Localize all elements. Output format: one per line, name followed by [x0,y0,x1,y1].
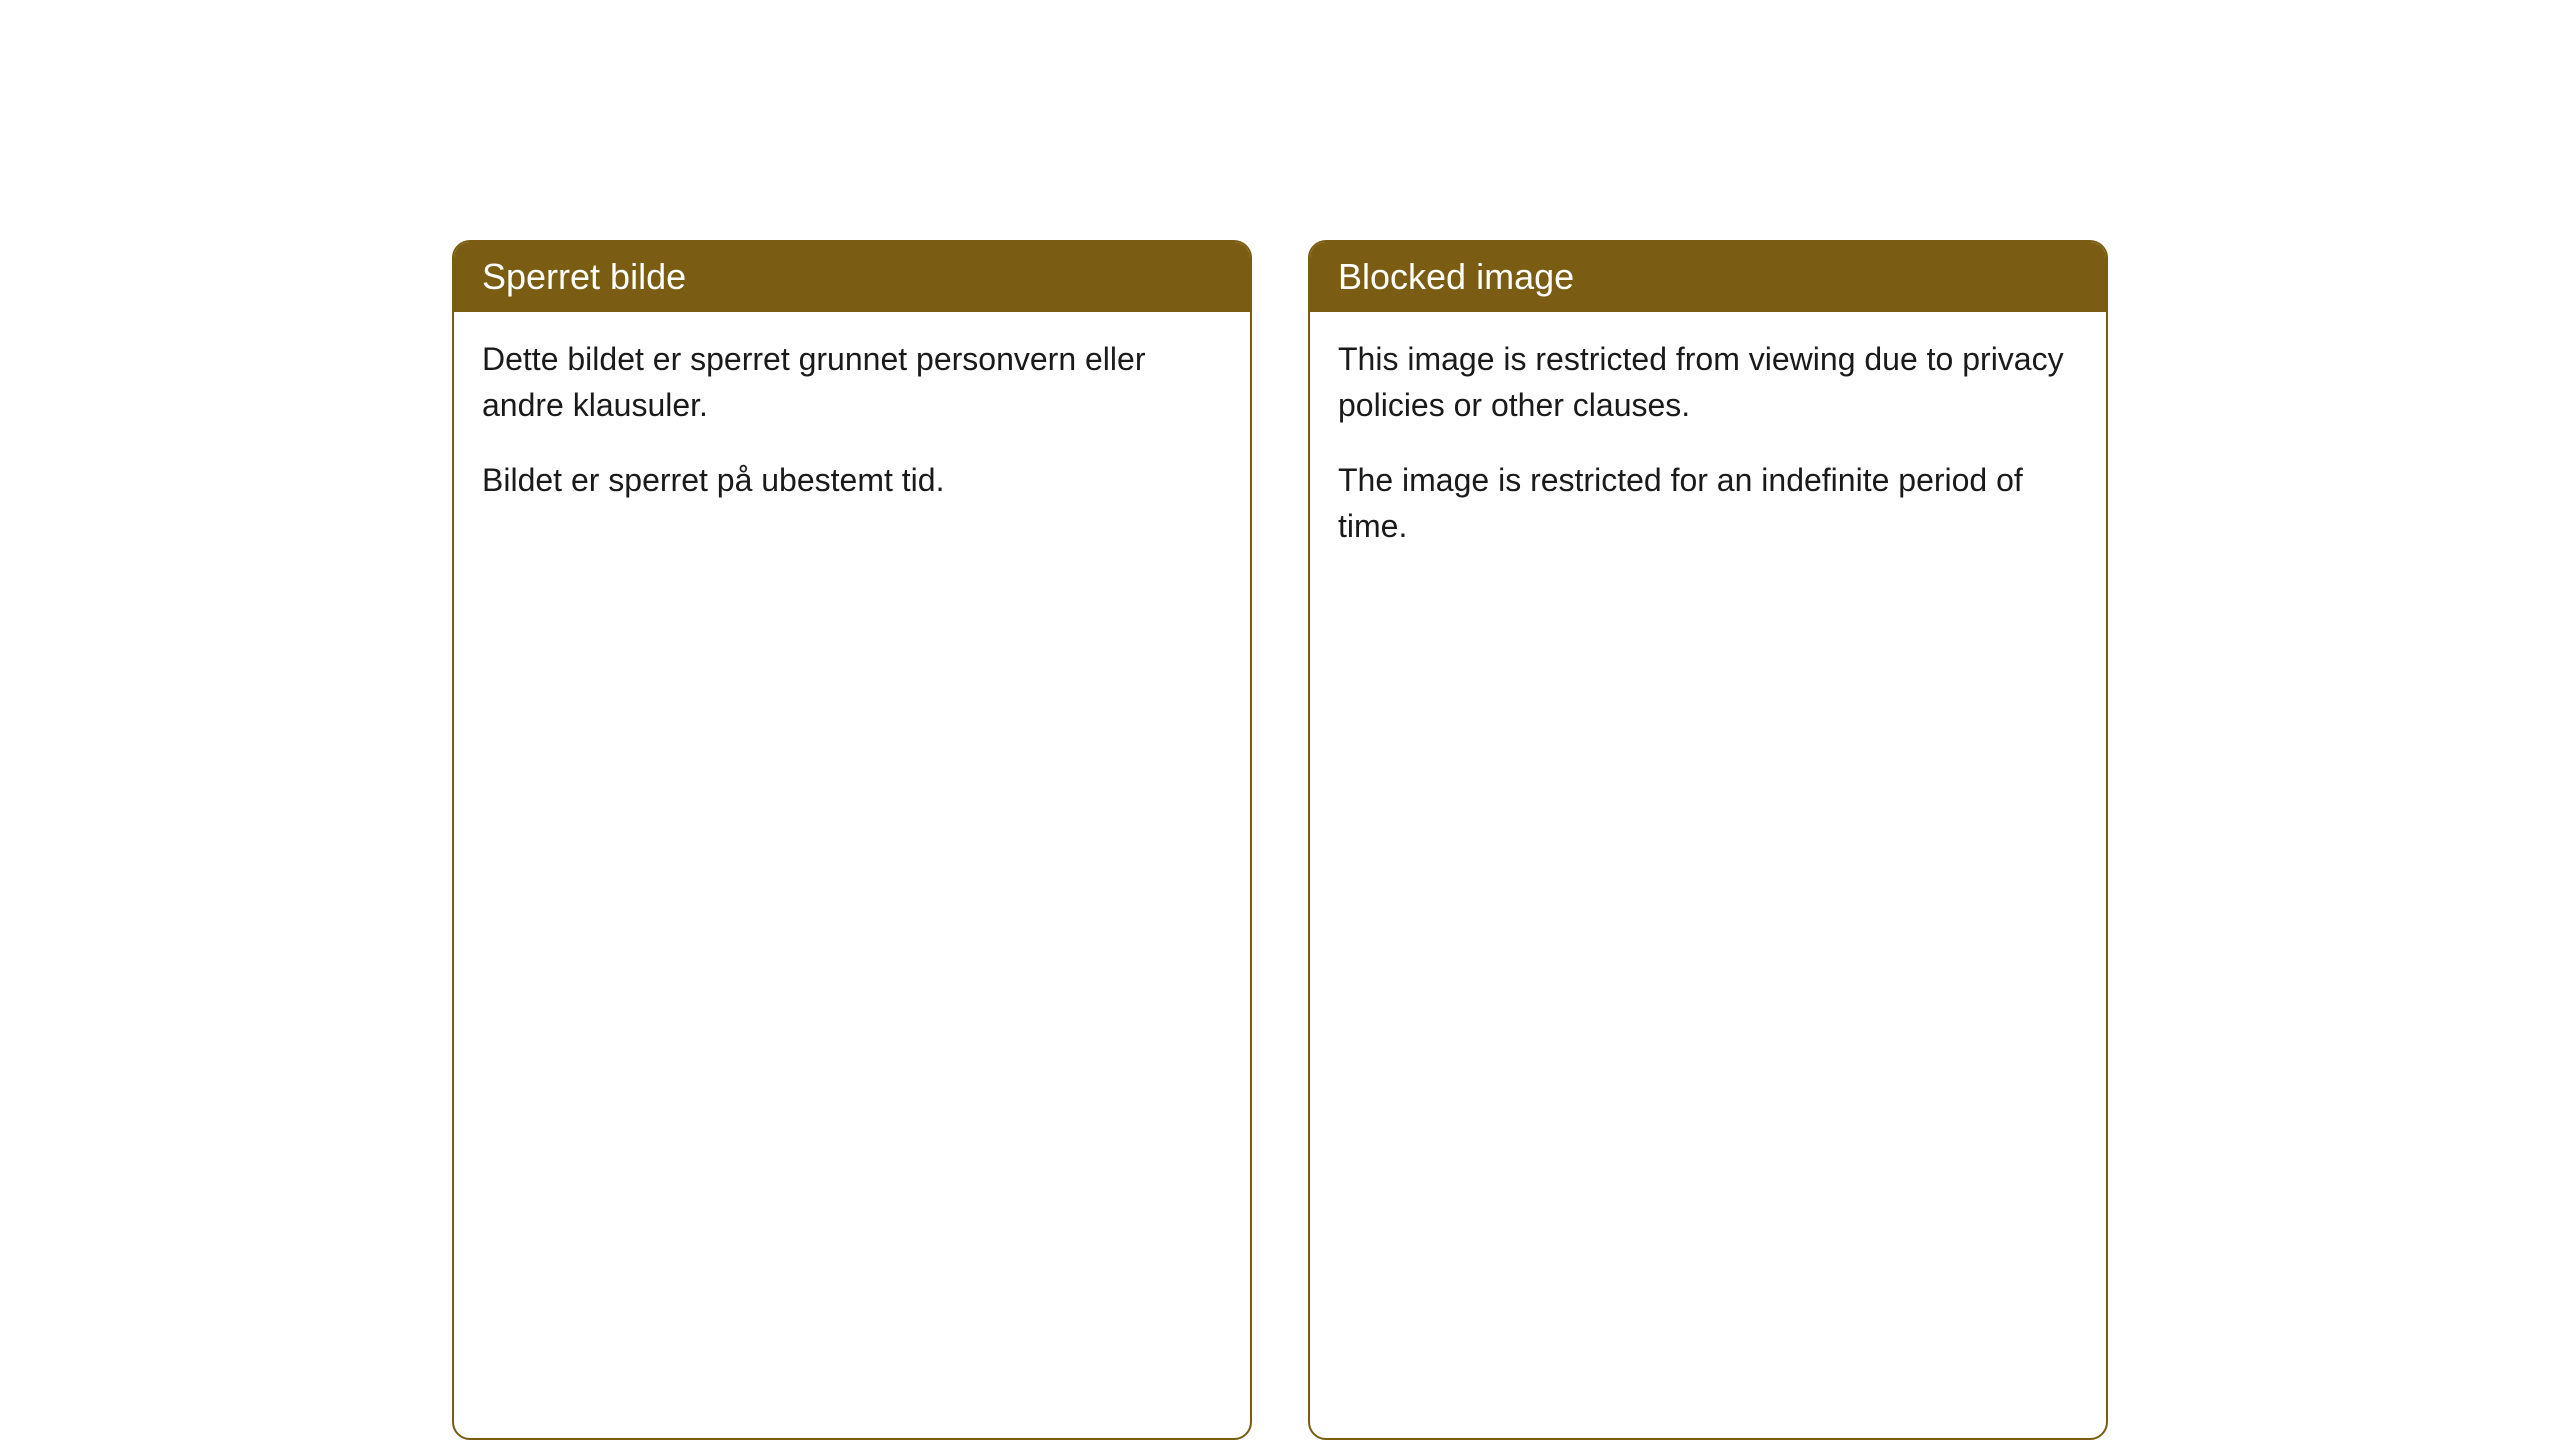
card-header-text: Sperret bilde [482,256,686,297]
blocked-image-notice-card-english: Blocked image This image is restricted f… [1308,240,2108,1440]
notice-paragraph-1: Dette bildet er sperret grunnet personve… [482,336,1222,429]
card-body-english: This image is restricted from viewing du… [1310,312,2106,586]
card-header-norwegian: Sperret bilde [454,242,1250,312]
card-header-text: Blocked image [1338,256,1574,297]
notice-cards-container: Sperret bilde Dette bildet er sperret gr… [452,240,2108,1440]
blocked-image-notice-card-norwegian: Sperret bilde Dette bildet er sperret gr… [452,240,1252,1440]
card-body-norwegian: Dette bildet er sperret grunnet personve… [454,312,1250,539]
notice-paragraph-1: This image is restricted from viewing du… [1338,336,2078,429]
notice-paragraph-2: The image is restricted for an indefinit… [1338,457,2078,550]
card-header-english: Blocked image [1310,242,2106,312]
notice-paragraph-2: Bildet er sperret på ubestemt tid. [482,457,1222,503]
